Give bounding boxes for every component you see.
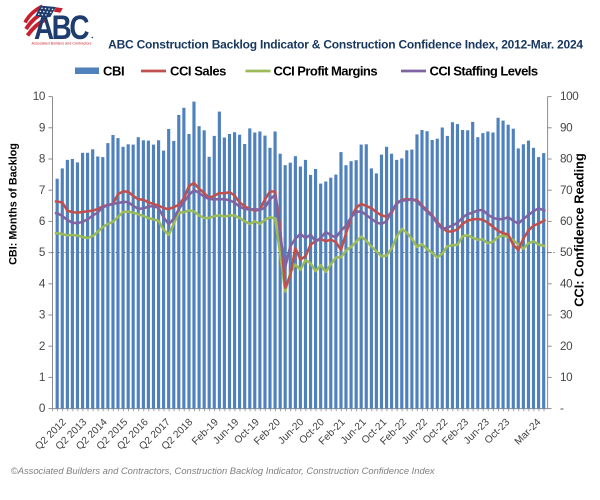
svg-text:20: 20 xyxy=(560,340,573,353)
svg-text:60: 60 xyxy=(560,215,573,228)
svg-text:CCI Staffing Levels: CCI Staffing Levels xyxy=(430,64,538,79)
svg-text:9: 9 xyxy=(39,121,45,134)
svg-text:8: 8 xyxy=(39,153,45,166)
svg-text:0: 0 xyxy=(39,402,46,415)
svg-text:CBI: CBI xyxy=(103,64,124,79)
svg-text:80: 80 xyxy=(560,153,573,166)
svg-text:CBI: Months of Backlog: CBI: Months of Backlog xyxy=(8,143,20,265)
svg-text:6: 6 xyxy=(39,215,45,228)
svg-text:CCI: Confidence Reading: CCI: Confidence Reading xyxy=(572,153,587,307)
svg-text:ABC Construction Backlog Indic: ABC Construction Backlog Indicator & Con… xyxy=(108,38,583,52)
svg-text:100: 100 xyxy=(560,90,579,103)
svg-text:-: - xyxy=(560,402,564,415)
svg-text:2: 2 xyxy=(39,340,45,353)
svg-text:©Associated Builders and Contr: ©Associated Builders and Contractors, Co… xyxy=(11,465,435,476)
svg-text:CCI Sales: CCI Sales xyxy=(170,64,226,79)
svg-text:10: 10 xyxy=(560,371,573,384)
svg-text:30: 30 xyxy=(560,309,573,322)
svg-text:1: 1 xyxy=(39,371,45,384)
svg-text:50: 50 xyxy=(560,246,573,259)
svg-text:3: 3 xyxy=(39,309,45,322)
svg-text:CCI Profit Margins: CCI Profit Margins xyxy=(274,64,378,79)
svg-text:5: 5 xyxy=(39,246,46,259)
svg-text:7: 7 xyxy=(39,184,45,197)
svg-text:ABC: ABC xyxy=(34,8,89,46)
svg-text:40: 40 xyxy=(560,277,573,290)
svg-text:4: 4 xyxy=(39,277,46,290)
svg-text:90: 90 xyxy=(560,121,573,134)
svg-text:70: 70 xyxy=(560,184,573,197)
svg-text:10: 10 xyxy=(33,90,46,103)
svg-text:Associated Builders and Contra: Associated Builders and Contractors xyxy=(32,41,92,45)
